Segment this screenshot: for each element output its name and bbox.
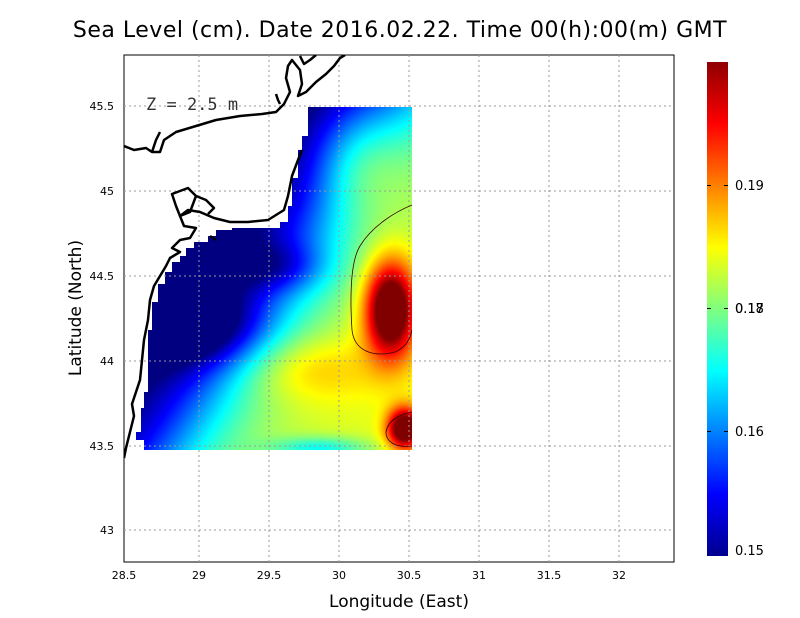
x-tick-label: 30	[332, 569, 346, 582]
y-tick-label: 43.5	[90, 440, 115, 453]
x-tick-label: 28.5	[112, 569, 137, 582]
x-axis-ticks: 28.5 29 29.5 30 30.5 31 31.5 32	[112, 569, 626, 582]
y-axis-ticks: 43 43.5 44 44.5 45 45.5	[90, 100, 115, 537]
contour-lines	[350, 204, 412, 447]
x-axis-label: Longitude (East)	[329, 592, 469, 612]
colorbar-tick-label: 0.15	[735, 544, 764, 559]
x-tick-label: 29.5	[257, 569, 282, 582]
x-tick-label: 29	[192, 569, 206, 582]
y-tick-label: 44.5	[90, 270, 115, 283]
colorbar-tick-label: 0.16	[735, 425, 764, 440]
y-tick-label: 45.5	[90, 100, 115, 113]
x-tick-label: 30.5	[397, 569, 422, 582]
depth-label: Z = 2.5 m	[146, 95, 238, 115]
colorbar-tick-label: 0.19	[735, 179, 764, 194]
y-tick-label: 44	[100, 355, 114, 368]
colorbar: 0.15 0.16 0.17 0.18 0.19	[707, 62, 764, 559]
coastline	[124, 55, 346, 459]
colorbar-tick-label: 0.17	[735, 302, 764, 317]
y-tick-label: 45	[100, 185, 114, 198]
y-axis-label: Latitude (North)	[66, 240, 86, 376]
x-tick-label: 32	[612, 569, 626, 582]
colorbar-gradient	[707, 62, 728, 556]
colorbar-tick-label: 0.18	[735, 302, 764, 317]
y-tick-label: 43	[100, 524, 114, 537]
x-tick-label: 31.5	[537, 569, 562, 582]
chart-title: Sea Level (cm). Date 2016.02.22. Time 00…	[72, 18, 728, 43]
x-tick-label: 31	[472, 569, 486, 582]
